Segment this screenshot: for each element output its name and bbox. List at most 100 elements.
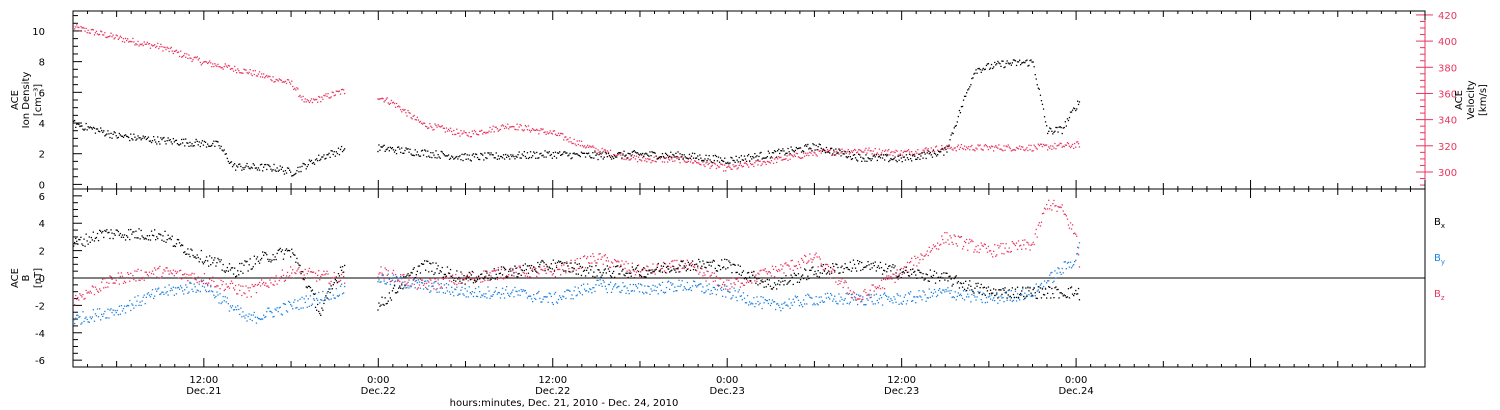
density-series-point — [540, 152, 542, 154]
by-series-point — [123, 305, 126, 307]
velocity-series-point — [1006, 146, 1008, 148]
bz-series-point — [968, 242, 970, 244]
velocity-series-point — [814, 152, 816, 154]
bx-series-point — [823, 270, 826, 272]
density-series-point — [228, 162, 231, 164]
velocity-series-point — [695, 160, 697, 162]
bz-series-point — [1071, 224, 1074, 226]
bx-series-point — [451, 275, 453, 277]
bx-series-point — [236, 275, 238, 277]
density-series-point — [591, 157, 593, 159]
density-series-point — [488, 152, 490, 154]
bx-series-point — [651, 269, 653, 271]
by-series-point — [862, 296, 864, 298]
bx-series-point — [992, 292, 994, 294]
by-series-point — [613, 286, 615, 288]
bx-series-point — [598, 269, 600, 271]
by-series-point — [649, 293, 651, 295]
bz-series-point — [529, 276, 532, 278]
velocity-series-point — [341, 88, 344, 90]
bz-series-point — [203, 273, 206, 275]
density-series-point — [625, 154, 627, 156]
by-series-point — [185, 284, 187, 286]
velocity-series-point — [167, 47, 169, 49]
bx-series-point — [621, 270, 623, 272]
by-series-point — [579, 292, 581, 294]
bz-series-point — [1029, 249, 1031, 251]
bx-series-point — [972, 290, 974, 293]
legend-label: B — [1434, 289, 1441, 300]
velocity-series-point — [213, 65, 215, 68]
bz-series-point — [807, 261, 809, 263]
density-series-point — [549, 154, 551, 157]
velocity-series-point — [889, 154, 891, 156]
bx-series-point — [955, 275, 957, 277]
bz-series-point — [542, 269, 544, 272]
by-series-point — [772, 301, 775, 303]
density-series-point — [839, 149, 841, 152]
density-series-point — [173, 141, 175, 143]
bz-series-point — [568, 268, 570, 270]
density-series-point — [631, 151, 633, 153]
bz-series-point — [973, 251, 975, 253]
velocity-series-point — [395, 102, 398, 105]
bz-series-point — [296, 270, 298, 272]
by-series-point — [650, 288, 652, 290]
bz-series-point — [949, 235, 951, 237]
bottom-y-tick-label: 6 — [39, 192, 45, 203]
bz-series-point — [224, 288, 226, 291]
velocity-series-point — [1066, 142, 1069, 144]
density-series-point — [602, 158, 604, 160]
bx-series-point — [73, 245, 75, 247]
density-series-point — [997, 60, 999, 63]
bx-series-point — [156, 236, 158, 238]
bz-series-point — [137, 268, 139, 270]
by-series-point — [400, 275, 402, 278]
bz-series-point — [1013, 243, 1016, 245]
by-series-point — [796, 296, 799, 298]
by-series-point — [500, 293, 503, 295]
by-series-point — [673, 290, 675, 293]
bx-series-point — [860, 269, 862, 272]
by-series-point — [293, 301, 295, 303]
density-series-point — [850, 158, 853, 161]
bx-series-point — [871, 267, 873, 269]
bz-series-point — [825, 263, 828, 266]
bz-series-point — [760, 269, 762, 271]
bx-series-point — [1055, 286, 1057, 288]
velocity-series-point — [833, 151, 835, 153]
density-series-point — [1001, 60, 1003, 62]
bx-series-point — [601, 274, 603, 276]
by-series-point — [119, 313, 121, 315]
density-series-point — [464, 153, 466, 155]
by-series-point — [661, 281, 664, 283]
density-series-point — [902, 156, 904, 158]
density-series-point — [684, 156, 686, 158]
bx-series-point — [668, 268, 670, 270]
bz-series-point — [831, 270, 833, 272]
bz-series-point — [379, 272, 381, 274]
velocity-series-point — [248, 71, 250, 73]
bz-series-point — [245, 285, 247, 287]
density-series-point — [460, 159, 462, 161]
by-series-point — [188, 291, 190, 293]
bz-series-point — [829, 271, 831, 273]
velocity-series-point — [834, 151, 836, 153]
density-series-point — [705, 154, 707, 156]
density-series-point — [417, 154, 419, 156]
bx-series-point — [282, 258, 285, 260]
velocity-series-point — [399, 106, 401, 108]
by-series-point — [1001, 297, 1003, 299]
by-series-point — [74, 322, 76, 325]
density-series-point — [535, 157, 537, 159]
density-series-point — [1055, 126, 1057, 129]
bx-series-point — [602, 272, 604, 274]
bx-series-point — [737, 264, 739, 266]
bz-series-point — [766, 273, 768, 275]
by-series-point — [439, 287, 441, 289]
bx-series-point — [218, 259, 220, 261]
density-series-point — [140, 139, 142, 141]
velocity-series-point — [278, 78, 280, 80]
density-series-point — [931, 156, 934, 158]
by-series-point — [489, 297, 491, 300]
